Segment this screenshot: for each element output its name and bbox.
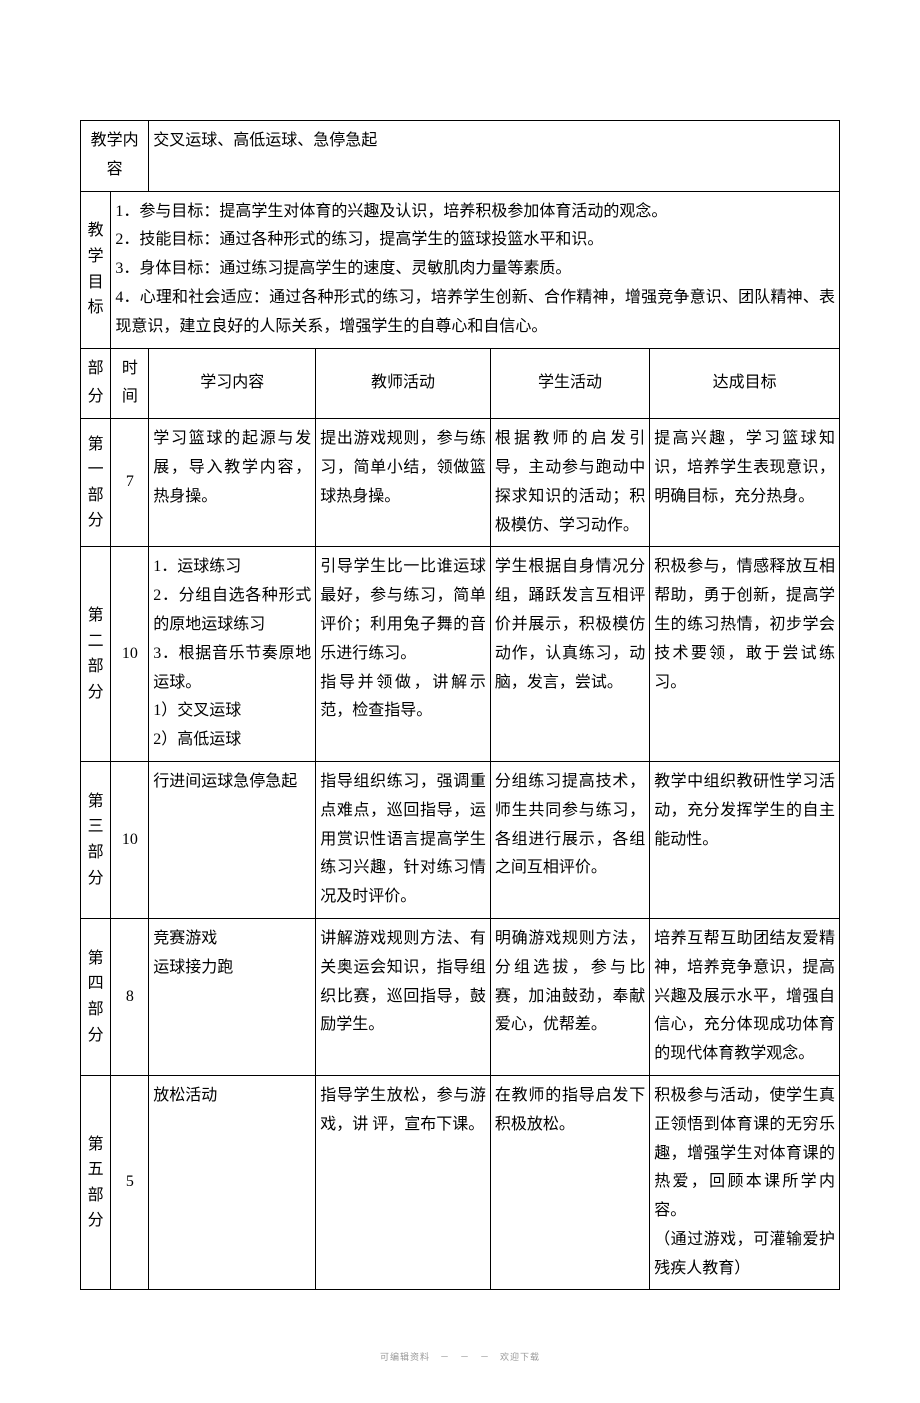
row-teacher: 提出游戏规则，参与练习，简单小结，领做篮球热身操。 <box>316 419 491 547</box>
row-teacher: 指导学生放松，参与游戏，讲 评，宣布下课。 <box>316 1075 491 1290</box>
table-row: 第二部分 10 1．运球练习 2．分组自选各种形式的原地运球练习 3．根据音乐节… <box>81 547 840 762</box>
header-content-row: 教学内容 交叉运球、高低运球、急停急起 <box>81 121 840 192</box>
goals-label: 教学目标 <box>81 191 111 348</box>
content-text: 交叉运球、高低运球、急停急起 <box>149 121 840 192</box>
row-time: 10 <box>111 547 149 762</box>
col-teacher: 教师活动 <box>316 348 491 419</box>
row-content: 学习篮球的起源与发展，导入教学内容，热身操。 <box>149 419 316 547</box>
row-part: 第四部分 <box>81 918 111 1075</box>
row-student: 学生根据自身情况分组，踊跃发言互相评价并展示，积极模仿动作，认真练习，动脑，发言… <box>490 547 649 762</box>
row-part: 第三部分 <box>81 761 111 918</box>
row-part: 第一部分 <box>81 419 111 547</box>
row-content: 行进间运球急停急起 <box>149 761 316 918</box>
col-student: 学生活动 <box>490 348 649 419</box>
footer-text: 可编辑资料 － － － 欢迎下载 <box>80 1350 840 1363</box>
content-label: 教学内容 <box>81 121 149 192</box>
row-goal: 积极参与活动，使学生真正领悟到体育课的无穷乐趣，增强学生对体育课的热爱，回顾本课… <box>650 1075 840 1290</box>
row-time: 7 <box>111 419 149 547</box>
col-content: 学习内容 <box>149 348 316 419</box>
row-part: 第二部分 <box>81 547 111 762</box>
row-teacher: 引导学生比一比谁运球最好，参与练习，简单评价；利用兔子舞的音乐进行练习。 指导并… <box>316 547 491 762</box>
row-student: 根据教师的启发引导，主动参与跑动中探求知识的活动；积极模仿、学习动作。 <box>490 419 649 547</box>
row-content: 竞赛游戏 运球接力跑 <box>149 918 316 1075</box>
table-row: 第五部分 5 放松活动 指导学生放松，参与游戏，讲 评，宣布下课。 在教师的指导… <box>81 1075 840 1290</box>
row-teacher: 讲解游戏规则方法、有关奥运会知识，指导组织比赛，巡回指导，鼓励学生。 <box>316 918 491 1075</box>
row-student: 在教师的指导启发下积极放松。 <box>490 1075 649 1290</box>
row-student: 分组练习提高技术，师生共同参与练习，各组进行展示，各组之间互相评价。 <box>490 761 649 918</box>
col-goal: 达成目标 <box>650 348 840 419</box>
col-part: 部分 <box>81 348 111 419</box>
lesson-plan-table: 教学内容 交叉运球、高低运球、急停急起 教学目标 1．参与目标：提高学生对体育的… <box>80 120 840 1290</box>
row-time: 8 <box>111 918 149 1075</box>
table-row: 第一部分 7 学习篮球的起源与发展，导入教学内容，热身操。 提出游戏规则，参与练… <box>81 419 840 547</box>
row-content: 1．运球练习 2．分组自选各种形式的原地运球练习 3．根据音乐节奏原地运球。 1… <box>149 547 316 762</box>
col-time: 时间 <box>111 348 149 419</box>
row-goal: 积极参与，情感释放互相帮助，勇于创新，提高学生的练习热情，初步学会技术要领，敢于… <box>650 547 840 762</box>
row-content: 放松活动 <box>149 1075 316 1290</box>
table-row: 第四部分 8 竞赛游戏 运球接力跑 讲解游戏规则方法、有关奥运会知识，指导组织比… <box>81 918 840 1075</box>
column-headers-row: 部分 时间 学习内容 教师活动 学生活动 达成目标 <box>81 348 840 419</box>
goals-text: 1．参与目标：提高学生对体育的兴趣及认识，培养积极参加体育活动的观念。 2．技能… <box>111 191 840 348</box>
row-part: 第五部分 <box>81 1075 111 1290</box>
table-row: 第三部分 10 行进间运球急停急起 指导组织练习，强调重点难点，巡回指导，运用赏… <box>81 761 840 918</box>
row-student: 明确游戏规则方法，分组选拔，参与比赛，加油鼓劲，奉献爱心，优帮差。 <box>490 918 649 1075</box>
row-goal: 提高兴趣，学习篮球知识，培养学生表现意识，明确目标，充分热身。 <box>650 419 840 547</box>
row-teacher: 指导组织练习，强调重点难点，巡回指导，运用赏识性语言提高学生练习兴趣，针对练习情… <box>316 761 491 918</box>
header-goals-row: 教学目标 1．参与目标：提高学生对体育的兴趣及认识，培养积极参加体育活动的观念。… <box>81 191 840 348</box>
row-goal: 培养互帮互助团结友爱精神，培养竞争意识，提高兴趣及展示水平，增强自信心，充分体现… <box>650 918 840 1075</box>
row-time: 5 <box>111 1075 149 1290</box>
row-goal: 教学中组织教研性学习活动，充分发挥学生的自主能动性。 <box>650 761 840 918</box>
row-time: 10 <box>111 761 149 918</box>
